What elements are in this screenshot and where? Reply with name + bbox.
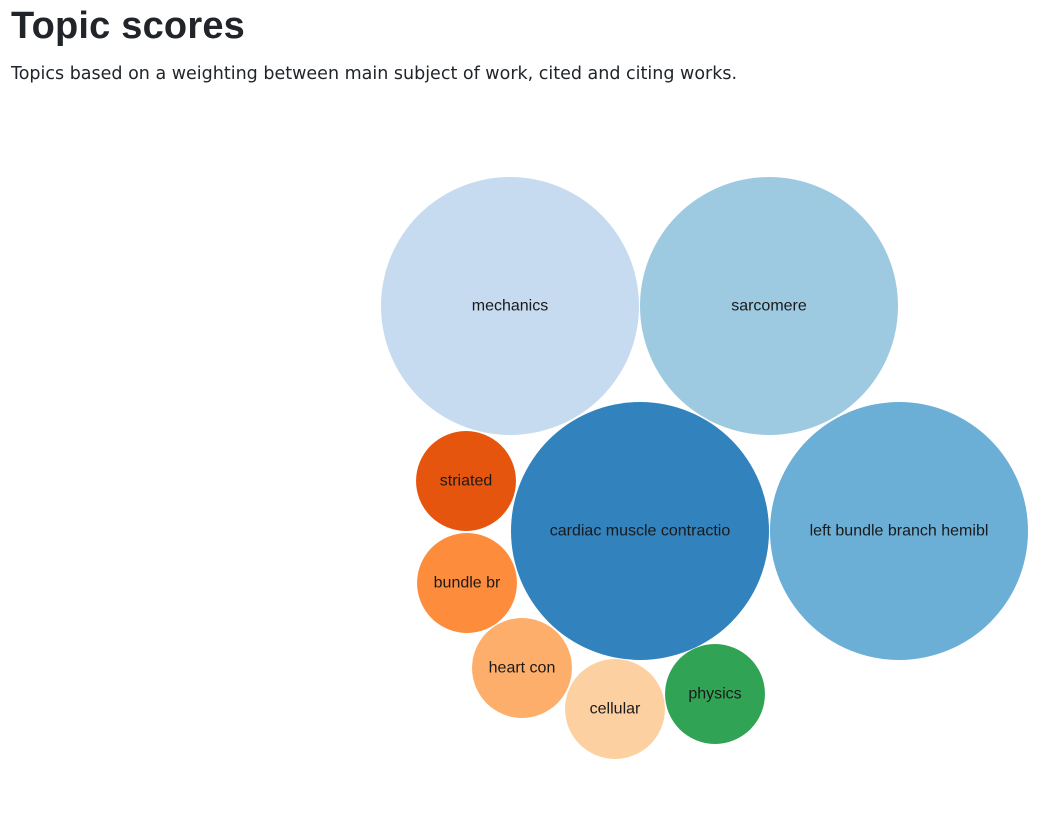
- page-title: Topic scores: [11, 5, 245, 47]
- bubble-mechanics[interactable]: mechanics: [381, 177, 639, 435]
- bubble-label: striated: [440, 473, 492, 490]
- bubble-cellular[interactable]: cellular: [565, 659, 665, 759]
- bubble-label: sarcomere: [731, 298, 807, 315]
- bubble-label: left bundle branch hemibl: [810, 523, 989, 540]
- bubble-heart-con[interactable]: heart con: [472, 618, 572, 718]
- bubble-label: bundle br: [434, 575, 501, 592]
- bubble-circle[interactable]: [511, 402, 769, 660]
- bubble-physics[interactable]: physics: [665, 644, 765, 744]
- bubble-circle[interactable]: [565, 659, 665, 759]
- bubble-left-bundle-branch-hemibl[interactable]: left bundle branch hemibl: [770, 402, 1028, 660]
- page-subtitle: Topics based on a weighting between main…: [11, 64, 738, 84]
- bubble-label: physics: [688, 686, 741, 703]
- bubble-striated[interactable]: striated: [416, 431, 516, 531]
- bubble-label: mechanics: [472, 298, 548, 315]
- bubble-label: heart con: [489, 660, 556, 677]
- bubble-circle[interactable]: [665, 644, 765, 744]
- bubble-bundle-br[interactable]: bundle br: [417, 533, 517, 633]
- bubble-circle[interactable]: [770, 402, 1028, 660]
- bubble-sarcomere[interactable]: sarcomere: [640, 177, 898, 435]
- bubble-circle[interactable]: [381, 177, 639, 435]
- bubble-circle[interactable]: [417, 533, 517, 633]
- bubble-circle[interactable]: [640, 177, 898, 435]
- bubble-label: cellular: [590, 701, 641, 718]
- bubble-cardiac-muscle-contractio[interactable]: cardiac muscle contractio: [511, 402, 769, 660]
- bubble-circle[interactable]: [472, 618, 572, 718]
- bubble-label: cardiac muscle contractio: [550, 523, 731, 540]
- bubble-circle[interactable]: [416, 431, 516, 531]
